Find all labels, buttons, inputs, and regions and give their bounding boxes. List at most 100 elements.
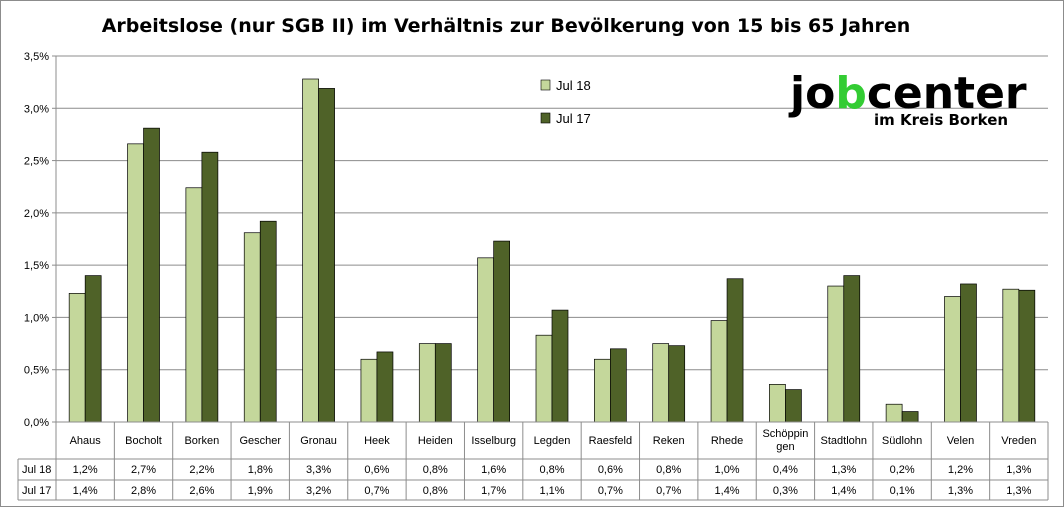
table-value: 2,2%	[189, 464, 214, 476]
y-tick-label: 3,5%	[24, 51, 49, 63]
bar-jul-17-15	[960, 283, 977, 423]
table-value: 0,8%	[423, 464, 448, 476]
bar-jul-17-6	[434, 343, 452, 423]
table-value: 0,8%	[656, 464, 681, 476]
bars	[68, 78, 1036, 423]
table-value: 0,3%	[773, 485, 798, 497]
table-value: 1,2%	[948, 464, 973, 476]
bar-jul-18-11	[710, 320, 728, 423]
bar-jul-18-13	[827, 285, 845, 423]
table-value: 1,0%	[715, 464, 740, 476]
y-axis: 0,0% 0,5% 1,0% 1,5% 2,0% 2,5% 3,0% 3,5%	[24, 51, 57, 429]
table-value: 0,7%	[656, 485, 681, 497]
bar-jul-17-10	[668, 345, 686, 423]
table-value: 0,7%	[598, 485, 623, 497]
bar-jul-18-0	[68, 293, 86, 423]
category-label: Bocholt	[125, 435, 162, 447]
bar-jul-17-3	[259, 220, 277, 423]
bar-jul-18-16	[1002, 288, 1020, 423]
table-series-label: Jul 17	[22, 485, 51, 497]
table-value: 2,8%	[131, 485, 156, 497]
y-tick-label: 0,5%	[24, 365, 49, 377]
category-label: Gescher	[239, 435, 281, 447]
table-series-label: Jul 18	[22, 464, 51, 476]
bar-jul-17-12	[785, 389, 802, 423]
bar-jul-17-13	[843, 275, 861, 423]
table-value: 0,7%	[364, 485, 389, 497]
chart-title: Arbeitslose (nur SGB II) im Verhältnis z…	[102, 15, 911, 37]
table-value: 2,6%	[189, 485, 214, 497]
bar-jul-18-14	[885, 403, 903, 423]
bar-jul-17-0	[84, 275, 102, 423]
table-value: 1,7%	[481, 485, 506, 497]
legend-label-jul-17: Jul 17	[556, 111, 591, 126]
table-value: 0,8%	[539, 464, 564, 476]
table-value: 1,4%	[73, 485, 98, 497]
table-value: 2,7%	[131, 464, 156, 476]
bar-jul-17-4	[318, 88, 335, 423]
bar-jul-18-12	[769, 384, 786, 423]
category-label: Vreden	[1001, 435, 1036, 447]
category-label: Stadtlohn	[821, 435, 867, 447]
legend-label-jul-18: Jul 18	[556, 78, 591, 93]
y-tick-label: 2,5%	[24, 156, 49, 168]
table-value: 1,3%	[1006, 485, 1031, 497]
category-label: Heek	[364, 435, 390, 447]
table-value: 1,3%	[948, 485, 973, 497]
table-value: 1,9%	[248, 485, 273, 497]
legend: Jul 18 Jul 17	[540, 78, 591, 126]
legend-swatch-jul-17	[540, 112, 551, 124]
bar-jul-18-4	[302, 78, 319, 423]
table-value: 1,8%	[248, 464, 273, 476]
y-tick-label: 1,0%	[24, 312, 49, 324]
category-label: Isselburg	[471, 435, 516, 447]
table-value: 0,8%	[423, 485, 448, 497]
table-value: 1,3%	[831, 464, 856, 476]
bar-jul-18-15	[944, 296, 961, 423]
category-label: Raesfeld	[589, 435, 632, 447]
bar-jul-17-7	[493, 240, 510, 423]
bar-jul-18-8	[535, 334, 553, 423]
bar-jul-17-11	[726, 278, 744, 423]
bar-jul-18-1	[127, 143, 144, 423]
bar-jul-17-9	[610, 348, 627, 423]
bar-jul-18-6	[418, 343, 436, 423]
category-label: Südlohn	[882, 435, 922, 447]
category-label: Heiden	[418, 435, 453, 447]
table-value: 1,1%	[539, 485, 564, 497]
category-label: gen	[776, 441, 794, 453]
bar-jul-17-5	[376, 351, 394, 423]
table-value: 0,6%	[598, 464, 623, 476]
table-value: 1,4%	[715, 485, 740, 497]
bar-jul-18-2	[185, 187, 203, 423]
svg-text:im Kreis Borken: im Kreis Borken	[874, 111, 1008, 129]
category-label: Reken	[653, 435, 685, 447]
category-label: Velen	[947, 435, 975, 447]
category-label: Borken	[184, 435, 219, 447]
table-value: 0,1%	[890, 485, 915, 497]
category-label: Legden	[534, 435, 571, 447]
category-label: Ahaus	[70, 435, 102, 447]
y-tick-label: 3,0%	[24, 103, 49, 115]
svg-text:jobcenter: jobcenter	[788, 68, 1027, 119]
table-value: 1,6%	[481, 464, 506, 476]
legend-swatch-jul-18	[540, 79, 551, 91]
y-tick-label: 0,0%	[24, 417, 49, 429]
bar-jul-17-16	[1018, 289, 1036, 423]
table-value: 0,4%	[773, 464, 798, 476]
bar-jul-18-5	[360, 358, 378, 423]
bar-jul-18-3	[243, 232, 261, 423]
y-tick-label: 2,0%	[24, 208, 49, 220]
table-value: 3,2%	[306, 485, 331, 497]
bar-jul-18-9	[594, 358, 611, 423]
bar-jul-18-10	[652, 343, 670, 423]
table-value: 0,6%	[364, 464, 389, 476]
table-value: 3,3%	[306, 464, 331, 476]
bar-jul-17-1	[143, 127, 160, 423]
category-label: Gronau	[300, 435, 337, 447]
table-value: 0,2%	[890, 464, 915, 476]
category-label: Schöppin	[762, 428, 808, 440]
table-value: 1,2%	[73, 464, 98, 476]
jobcenter-logo: jobcenter im Kreis Borken	[788, 68, 1027, 129]
